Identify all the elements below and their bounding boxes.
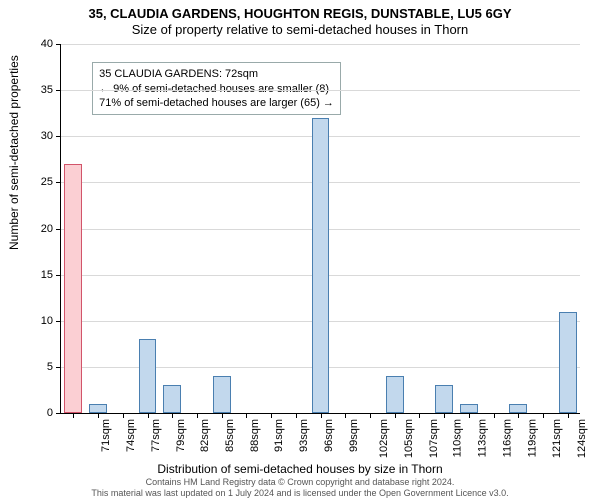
chart-footer: Contains HM Land Registry data © Crown c… — [0, 477, 600, 498]
x-tick-label: 99sqm — [348, 419, 360, 452]
y-tick-label: 5 — [47, 361, 53, 373]
bar — [89, 404, 107, 413]
x-tick — [419, 413, 420, 418]
bar — [163, 385, 181, 413]
x-tick-label: 79sqm — [175, 419, 187, 452]
legend-subject: 35 CLAUDIA GARDENS: 72sqm — [99, 67, 334, 81]
x-tick — [444, 413, 445, 418]
y-tick-label: 20 — [41, 223, 53, 235]
legend-larger-line: 71% of semi-detached houses are larger (… — [99, 96, 334, 110]
x-tick-label: 116sqm — [501, 419, 513, 457]
y-tick — [56, 321, 61, 322]
y-tick-label: 35 — [41, 84, 53, 96]
bar-highlight — [64, 164, 82, 413]
x-tick-label: 119sqm — [526, 419, 538, 457]
x-tick-label: 91sqm — [273, 419, 285, 452]
x-tick — [321, 413, 322, 418]
x-tick-label: 82sqm — [199, 419, 211, 452]
x-tick-label: 77sqm — [150, 419, 162, 452]
x-tick — [494, 413, 495, 418]
x-tick-label: 102sqm — [378, 419, 390, 458]
x-tick — [98, 413, 99, 418]
grid-line — [61, 90, 580, 91]
bar — [559, 312, 577, 413]
y-tick — [56, 44, 61, 45]
y-tick — [56, 229, 61, 230]
x-tick — [296, 413, 297, 418]
bar — [386, 376, 404, 413]
x-tick-label: 113sqm — [476, 419, 488, 457]
y-tick-label: 0 — [47, 407, 53, 419]
bar — [460, 404, 478, 413]
y-tick-label: 30 — [41, 130, 53, 142]
x-tick-label: 88sqm — [249, 419, 261, 452]
x-tick-label: 96sqm — [323, 419, 335, 452]
bar — [509, 404, 527, 413]
x-tick — [73, 413, 74, 418]
x-tick — [370, 413, 371, 418]
chart-title: 35, CLAUDIA GARDENS, HOUGHTON REGIS, DUN… — [0, 0, 600, 21]
x-tick — [568, 413, 569, 418]
bar — [213, 376, 231, 413]
plot-area: 35 CLAUDIA GARDENS: 72sqm ← 9% of semi-d… — [60, 44, 580, 414]
legend-smaller-line: ← 9% of semi-detached houses are smaller… — [99, 82, 334, 96]
x-tick — [197, 413, 198, 418]
x-tick-label: 85sqm — [224, 419, 236, 452]
footer-line-1: Contains HM Land Registry data © Crown c… — [0, 477, 600, 487]
grid-line — [61, 44, 580, 45]
y-tick — [56, 182, 61, 183]
x-tick-label: 107sqm — [428, 419, 440, 458]
x-axis-label: Distribution of semi-detached houses by … — [0, 462, 600, 476]
x-tick-label: 105sqm — [403, 419, 415, 458]
y-tick — [56, 413, 61, 414]
y-tick — [56, 136, 61, 137]
x-tick — [469, 413, 470, 418]
bar — [139, 339, 157, 413]
y-axis-label: Number of semi-detached properties — [7, 55, 21, 250]
x-tick — [271, 413, 272, 418]
y-tick — [56, 367, 61, 368]
x-tick-label: 110sqm — [452, 419, 464, 457]
x-tick — [345, 413, 346, 418]
x-tick-label: 121sqm — [551, 419, 563, 458]
x-tick-label: 124sqm — [576, 419, 588, 458]
y-tick — [56, 90, 61, 91]
chart-subtitle: Size of property relative to semi-detach… — [0, 21, 600, 37]
y-tick-label: 10 — [41, 315, 53, 327]
x-tick — [172, 413, 173, 418]
x-tick-label: 93sqm — [298, 419, 310, 452]
property-size-chart: 35, CLAUDIA GARDENS, HOUGHTON REGIS, DUN… — [0, 0, 600, 500]
x-tick-label: 71sqm — [100, 419, 112, 452]
x-tick-label: 74sqm — [125, 419, 137, 452]
x-tick — [246, 413, 247, 418]
legend-box: 35 CLAUDIA GARDENS: 72sqm ← 9% of semi-d… — [92, 62, 341, 115]
x-tick — [148, 413, 149, 418]
x-tick — [543, 413, 544, 418]
x-tick — [123, 413, 124, 418]
y-tick-label: 15 — [41, 269, 53, 281]
bar — [312, 118, 330, 413]
footer-line-2: This material was last updated on 1 July… — [0, 488, 600, 498]
y-tick — [56, 275, 61, 276]
bar — [435, 385, 453, 413]
y-tick-label: 25 — [41, 176, 53, 188]
x-tick — [518, 413, 519, 418]
x-tick — [222, 413, 223, 418]
x-tick — [395, 413, 396, 418]
y-tick-label: 40 — [41, 38, 53, 50]
